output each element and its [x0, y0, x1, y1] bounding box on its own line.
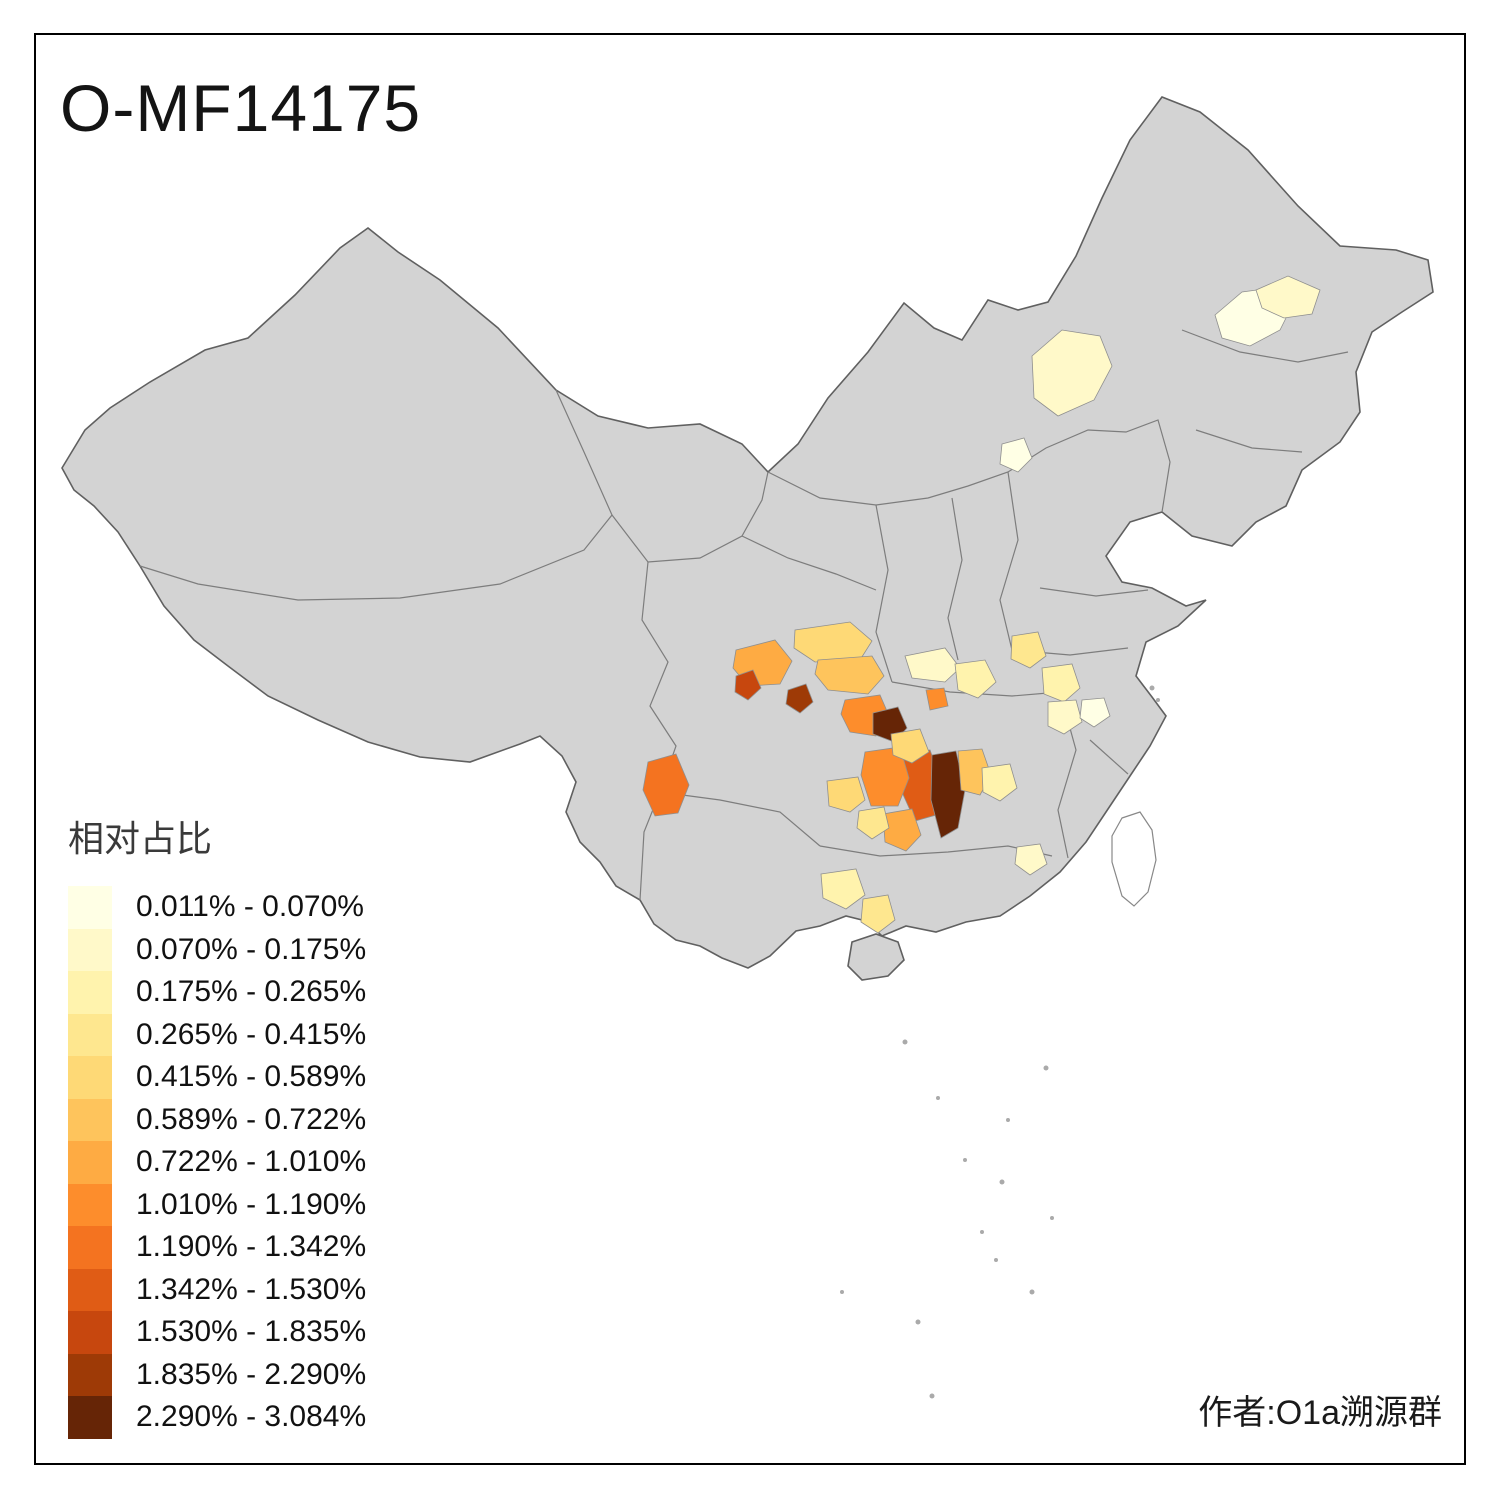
- choropleth-region: [1079, 697, 1111, 728]
- legend-item: 1.530% - 1.835%: [68, 1311, 366, 1354]
- legend-swatch: [68, 1056, 112, 1099]
- legend-label: 0.722% - 1.010%: [136, 1145, 367, 1179]
- choropleth-region: [814, 655, 885, 695]
- legend-label: 1.010% - 1.190%: [136, 1187, 367, 1221]
- choropleth-region: [925, 687, 949, 711]
- legend-items: 0.011% - 0.070% 0.070% - 0.175% 0.175% - 0…: [68, 886, 366, 1439]
- legend-title: 相对占比: [68, 818, 213, 859]
- choropleth-region: [882, 808, 922, 852]
- taiwan-island: [1111, 811, 1157, 907]
- legend-swatch: [68, 1353, 112, 1396]
- legend-label: 0.070% - 0.175%: [136, 932, 367, 966]
- choropleth-region: [1031, 329, 1113, 417]
- choropleth-region: [1255, 275, 1321, 319]
- legend-item: 1.835% - 2.290%: [68, 1353, 367, 1396]
- choropleth-region: [642, 753, 690, 817]
- choropleth-region: [890, 728, 930, 764]
- legend-item: 1.010% - 1.190%: [68, 1183, 367, 1226]
- legend-item: 1.342% - 1.530%: [68, 1268, 367, 1311]
- legend-swatch: [68, 1013, 112, 1056]
- choropleth-region: [930, 750, 966, 839]
- legend-item: 2.290% - 3.084%: [68, 1396, 366, 1439]
- legend-swatch: [68, 1141, 112, 1184]
- legend-swatch: [68, 1311, 112, 1354]
- choropleth-region: [734, 669, 762, 701]
- legend-item: 0.265% - 0.415%: [68, 1013, 367, 1056]
- south-china-sea-islands: [840, 685, 1160, 1399]
- legend-label: 0.011% - 0.070%: [136, 890, 364, 924]
- legend-swatch: [68, 1396, 112, 1439]
- legend-swatch: [68, 1226, 112, 1269]
- choropleth-region: [826, 776, 866, 813]
- legend-swatch: [68, 886, 112, 929]
- legend-label: 1.835% - 2.290%: [136, 1357, 367, 1391]
- author-credit: 作者:O1a溯源群: [1198, 1394, 1442, 1432]
- choropleth-region: [954, 659, 997, 699]
- legend-label: 2.290% - 3.084%: [136, 1400, 367, 1434]
- legend-label: 0.265% - 0.415%: [136, 1017, 367, 1051]
- legend-label: 0.589% - 0.722%: [136, 1102, 367, 1136]
- hainan-island: [847, 933, 905, 981]
- legend-swatch: [68, 971, 112, 1014]
- legend-label: 1.342% - 1.530%: [136, 1272, 367, 1306]
- choropleth-regions: [642, 275, 1321, 934]
- legend-item: 0.589% - 0.722%: [68, 1098, 367, 1141]
- legend-label: 0.415% - 0.589%: [136, 1060, 367, 1094]
- choropleth-region: [999, 437, 1033, 473]
- legend-item: 0.175% - 0.265%: [68, 971, 366, 1014]
- legend-label: 1.190% - 1.342%: [136, 1230, 367, 1264]
- choropleth-region: [904, 647, 961, 683]
- choropleth-region: [856, 806, 890, 840]
- legend: 相对占比 0.011% - 0.070% 0.070% - 0.175% 0.175…: [68, 810, 366, 1439]
- legend-label: 1.530% - 1.835%: [136, 1315, 367, 1349]
- legend-swatch: [68, 928, 112, 971]
- legend-item: 0.011% - 0.070%: [68, 886, 366, 929]
- legend-swatch: [68, 1268, 112, 1311]
- legend-swatch: [68, 1098, 112, 1141]
- legend-item: 0.070% - 0.175%: [68, 928, 367, 971]
- choropleth-region: [1014, 843, 1048, 876]
- legend-swatch: [68, 1183, 112, 1226]
- choropleth-region: [1041, 663, 1081, 703]
- choropleth-region: [785, 683, 814, 714]
- legend-item: 0.415% - 0.589%: [68, 1056, 366, 1099]
- legend-item: 1.190% - 1.342%: [68, 1226, 366, 1269]
- choropleth-region: [860, 894, 896, 934]
- legend-label: 0.175% - 0.265%: [136, 975, 367, 1009]
- choropleth-region: [820, 868, 866, 910]
- choropleth-region: [1047, 699, 1083, 735]
- page-title: O-MF14175: [60, 71, 422, 145]
- legend-item: 0.722% - 1.010%: [68, 1141, 366, 1184]
- choropleth-region: [1010, 631, 1047, 669]
- choropleth-region: [981, 763, 1018, 802]
